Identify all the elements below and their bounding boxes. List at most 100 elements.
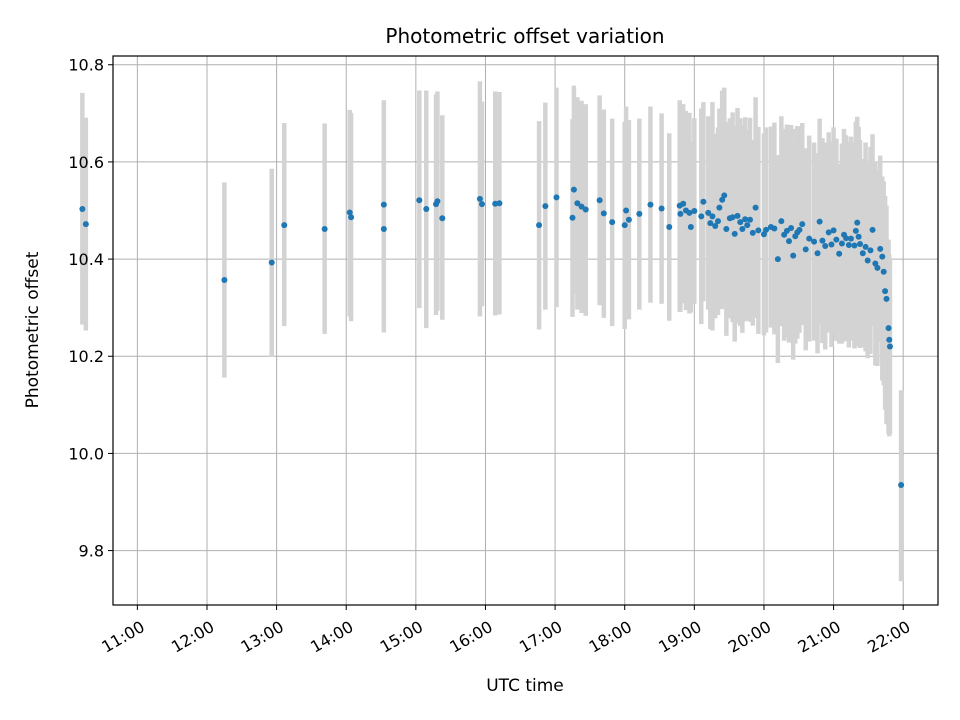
data-point	[221, 276, 228, 283]
data-point	[786, 238, 793, 245]
y-tick-label: 10.8	[68, 56, 104, 75]
data-point	[609, 219, 616, 226]
data-point	[867, 247, 874, 254]
data-point	[380, 201, 387, 208]
data-point	[790, 252, 797, 259]
data-point	[864, 257, 871, 264]
data-point	[582, 206, 589, 213]
data-point	[886, 336, 893, 343]
y-tick-label: 10.6	[68, 153, 104, 172]
data-point	[879, 253, 886, 260]
data-point	[321, 225, 328, 232]
data-point	[788, 224, 795, 231]
data-point	[691, 207, 698, 214]
data-point	[880, 268, 887, 275]
data-point	[553, 194, 560, 201]
data-point	[886, 343, 893, 350]
data-point	[658, 205, 665, 212]
data-point	[811, 238, 818, 245]
data-point	[423, 206, 430, 213]
data-point	[439, 215, 446, 222]
data-points	[79, 186, 905, 488]
data-point	[822, 242, 829, 249]
data-point	[281, 222, 288, 229]
y-axis-title: Photometric offset	[23, 251, 43, 408]
data-point	[709, 213, 716, 220]
data-point	[536, 222, 543, 229]
data-point	[578, 203, 585, 210]
data-point	[833, 236, 840, 243]
data-point	[836, 250, 843, 257]
data-point	[715, 218, 721, 225]
data-point	[847, 235, 854, 242]
data-point	[666, 224, 673, 231]
data-point	[763, 226, 770, 233]
data-point	[731, 230, 738, 237]
data-point	[883, 295, 890, 302]
data-point	[885, 325, 892, 332]
data-point	[716, 204, 723, 211]
data-point	[854, 219, 861, 226]
data-point	[755, 227, 762, 234]
data-point	[542, 203, 549, 210]
data-point	[687, 224, 694, 231]
chart-title: Photometric offset variation	[385, 24, 664, 48]
data-point	[838, 240, 845, 247]
data-point	[828, 241, 835, 248]
data-point	[705, 209, 712, 216]
data-point	[737, 219, 744, 226]
data-point	[348, 214, 355, 221]
data-point	[596, 197, 603, 204]
plot-frame	[112, 55, 939, 606]
data-point	[819, 237, 826, 244]
data-point	[734, 212, 741, 219]
data-point	[739, 225, 746, 232]
y-axis: 9.8 10.0 10.2 10.4 10.6 10.8	[68, 56, 113, 561]
data-point	[79, 206, 86, 213]
data-point	[268, 259, 275, 266]
data-point	[623, 207, 630, 214]
x-axis-title: UTC time	[486, 676, 564, 696]
data-point	[882, 288, 889, 295]
data-point	[859, 250, 866, 257]
y-tick-label: 10.0	[68, 444, 104, 463]
data-point	[686, 209, 693, 216]
y-tick-label: 10.2	[68, 347, 104, 366]
data-point	[600, 210, 607, 217]
data-point	[712, 223, 719, 230]
data-point	[723, 225, 730, 232]
data-point	[496, 200, 503, 207]
data-point	[752, 204, 759, 211]
data-point	[680, 200, 687, 207]
data-point	[574, 200, 581, 207]
data-point	[478, 201, 485, 208]
data-point	[802, 246, 809, 253]
data-point	[636, 210, 643, 217]
data-point	[698, 213, 705, 220]
data-point	[700, 198, 707, 205]
data-point	[862, 243, 869, 250]
data-point	[825, 229, 832, 236]
data-point	[778, 218, 785, 225]
data-point	[82, 221, 89, 228]
data-point	[476, 195, 483, 202]
data-point	[747, 216, 754, 223]
data-point	[869, 226, 876, 233]
data-point	[749, 229, 756, 236]
y-tick-label: 9.8	[79, 542, 104, 561]
data-point	[569, 214, 576, 221]
data-point	[744, 222, 751, 229]
data-point	[843, 235, 850, 242]
data-point	[729, 214, 736, 221]
data-point	[783, 227, 790, 234]
data-point	[647, 201, 654, 208]
data-point	[877, 245, 884, 252]
data-point	[721, 192, 728, 199]
data-point	[799, 221, 806, 228]
data-point	[771, 225, 778, 232]
data-point	[707, 220, 714, 227]
data-point	[625, 216, 632, 223]
data-point	[742, 216, 749, 223]
data-point	[874, 264, 881, 271]
data-point	[570, 186, 577, 193]
